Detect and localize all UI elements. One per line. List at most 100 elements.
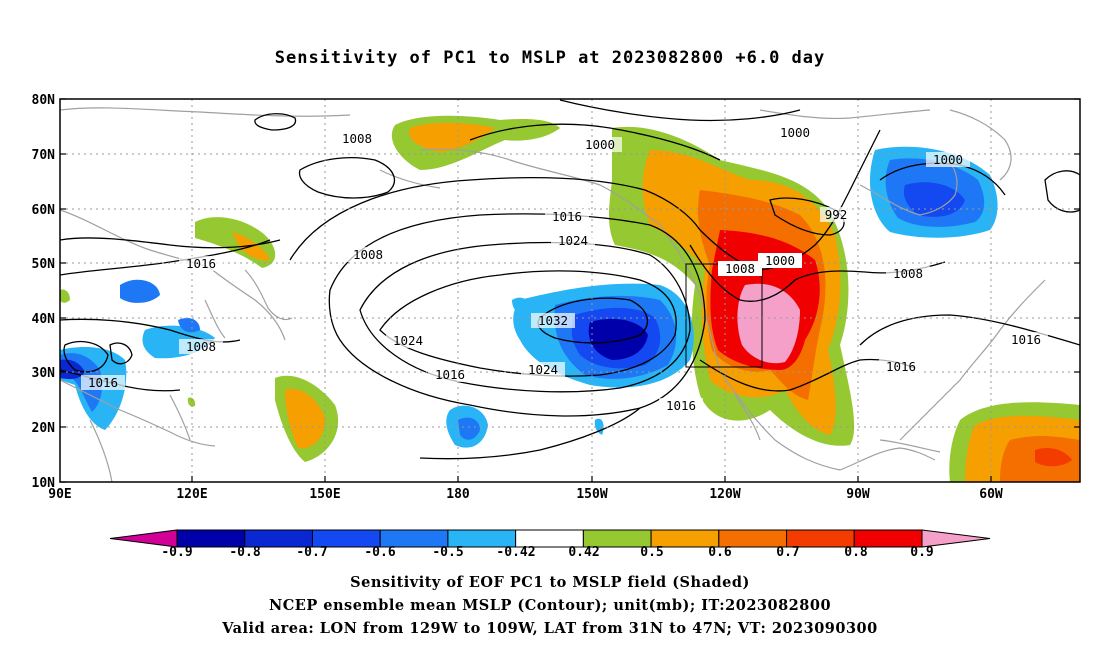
- coast-alaska: [419, 148, 661, 226]
- contour-1008-asia: [60, 237, 281, 249]
- colorbar-label: 0.42: [568, 545, 599, 560]
- contour-label: 1008: [886, 266, 930, 281]
- lat-label: 50N: [32, 257, 56, 272]
- svg-text:1032: 1032: [538, 313, 568, 328]
- contour-label: 1008: [335, 131, 379, 146]
- colorbar-label: -0.8: [229, 545, 260, 560]
- lon-label: 180: [446, 487, 470, 502]
- contour-1032: [537, 297, 649, 344]
- contour-scs-loop2: [109, 342, 133, 365]
- coast-greenland: [949, 109, 1012, 181]
- svg-text:1000: 1000: [780, 125, 810, 140]
- coast-gulf: [839, 447, 936, 471]
- caption-line-1: Sensitivity of EOF PC1 to MSLP field (Sh…: [350, 574, 750, 591]
- colorbar-label: 0.9: [910, 545, 933, 560]
- svg-text:1008: 1008: [342, 131, 372, 146]
- colorbar-label: 0.6: [708, 545, 732, 560]
- contour-1016-south: [419, 407, 641, 460]
- wpac-orange: [285, 388, 325, 449]
- contour-label: 1008: [179, 339, 223, 354]
- svg-text:1008: 1008: [186, 339, 216, 354]
- colorbar-label: -0.5: [432, 545, 463, 560]
- coast-na-west: [659, 224, 841, 471]
- lon-labels: 90E 120E 150E 180 150W 120W 90W 60W: [48, 487, 1003, 502]
- shaded-sensitivity: [60, 115, 1080, 482]
- small-positive-2: [187, 397, 196, 407]
- coast-na-east: [899, 279, 1046, 441]
- contour-label: 992: [820, 207, 852, 222]
- contour-label: 1032: [531, 313, 575, 328]
- canada-negative-dark: [903, 182, 965, 217]
- svg-text:1016: 1016: [88, 375, 118, 390]
- coast-siberia: [60, 107, 351, 117]
- arctic-orange: [409, 122, 495, 152]
- svg-text:1000: 1000: [765, 253, 795, 268]
- contour-label: 1024: [551, 233, 595, 248]
- contour-1000-north: [469, 123, 721, 161]
- contour-1016-asia: [60, 239, 271, 276]
- caption-line-2: NCEP ensemble mean MSLP (Contour); unit(…: [268, 597, 832, 614]
- svg-text:1008: 1008: [353, 247, 383, 262]
- contour-1008-main: [289, 177, 701, 261]
- colorbar-label: 0.7: [776, 545, 799, 560]
- svg-text:1016: 1016: [552, 209, 582, 224]
- lon-label: 90W: [846, 487, 870, 502]
- svg-text:1008: 1008: [893, 266, 923, 281]
- contour-label: 1000: [578, 137, 622, 152]
- positive-region-pink: [737, 283, 800, 364]
- colorbar-labels: -0.9 -0.8 -0.7 -0.6 -0.5 -0.42 0.42 0.5 …: [161, 545, 933, 560]
- map-title: Sensitivity of PC1 to MSLP at 2023082800…: [274, 48, 826, 68]
- map-frame: [59, 98, 1081, 483]
- coast-caribbean: [879, 439, 941, 453]
- lon-label: 120W: [709, 487, 740, 502]
- svg-text:992: 992: [825, 207, 848, 222]
- lon-label: 90E: [48, 487, 71, 502]
- atlantic-red: [1035, 448, 1072, 467]
- lon-label: 60W: [979, 487, 1003, 502]
- contour-label: 1016: [179, 256, 223, 271]
- contour-label: 1008: [346, 247, 390, 262]
- svg-text:1016: 1016: [1011, 332, 1041, 347]
- contour-1024-inner: [379, 270, 677, 377]
- svg-text:1016: 1016: [886, 359, 916, 374]
- svg-text:1000: 1000: [933, 152, 963, 167]
- caption-line-3: Valid area: LON from 129W to 109W, LAT f…: [222, 620, 878, 637]
- contour-label: 1016: [81, 375, 125, 390]
- contour-1000-top: [559, 99, 801, 122]
- contour-label: 1000: [926, 152, 970, 167]
- colorbar-label: 0.5: [640, 545, 663, 560]
- lat-label: 60N: [32, 203, 56, 218]
- colorbar: [109, 529, 991, 548]
- coast-korea: [204, 299, 226, 339]
- contour-label: 1016: [545, 209, 589, 224]
- colorbar-arrow-right: [921, 529, 991, 548]
- npac-negative-core: [588, 318, 648, 360]
- small-negative-2: [594, 418, 604, 435]
- graticule: [60, 99, 1080, 482]
- asia-negative-1: [120, 279, 160, 303]
- lon-label: 150W: [576, 487, 607, 502]
- coast-indochina: [89, 419, 113, 482]
- contour-label: 1016: [428, 367, 472, 382]
- contour-label-group: 1008 1000 1000 1000 992 1016 1024 1008 1…: [81, 125, 1048, 413]
- contour-label: 1016: [1004, 332, 1048, 347]
- colorbar-label: -0.7: [296, 545, 327, 560]
- lat-label: 20N: [32, 421, 56, 436]
- contour-north-loop: [298, 157, 396, 199]
- lat-label: 80N: [32, 93, 56, 108]
- coast-baja: [734, 394, 761, 441]
- svg-text:1016: 1016: [666, 398, 696, 413]
- coast-japan: [244, 269, 293, 321]
- contour-hudson-loop: [1044, 170, 1080, 213]
- contour-label: 1008: [718, 261, 762, 276]
- contour-scs-loop1: [63, 341, 109, 373]
- svg-text:1016: 1016: [186, 256, 216, 271]
- contour-small-loop: [254, 113, 297, 131]
- contour-1016-main: [328, 213, 706, 417]
- contour-label: 1024: [386, 333, 430, 348]
- lon-label: 150E: [309, 487, 340, 502]
- contour-label: 1016: [879, 359, 923, 374]
- small-positive-1: [60, 289, 70, 303]
- colorbar-label: -0.42: [496, 545, 535, 560]
